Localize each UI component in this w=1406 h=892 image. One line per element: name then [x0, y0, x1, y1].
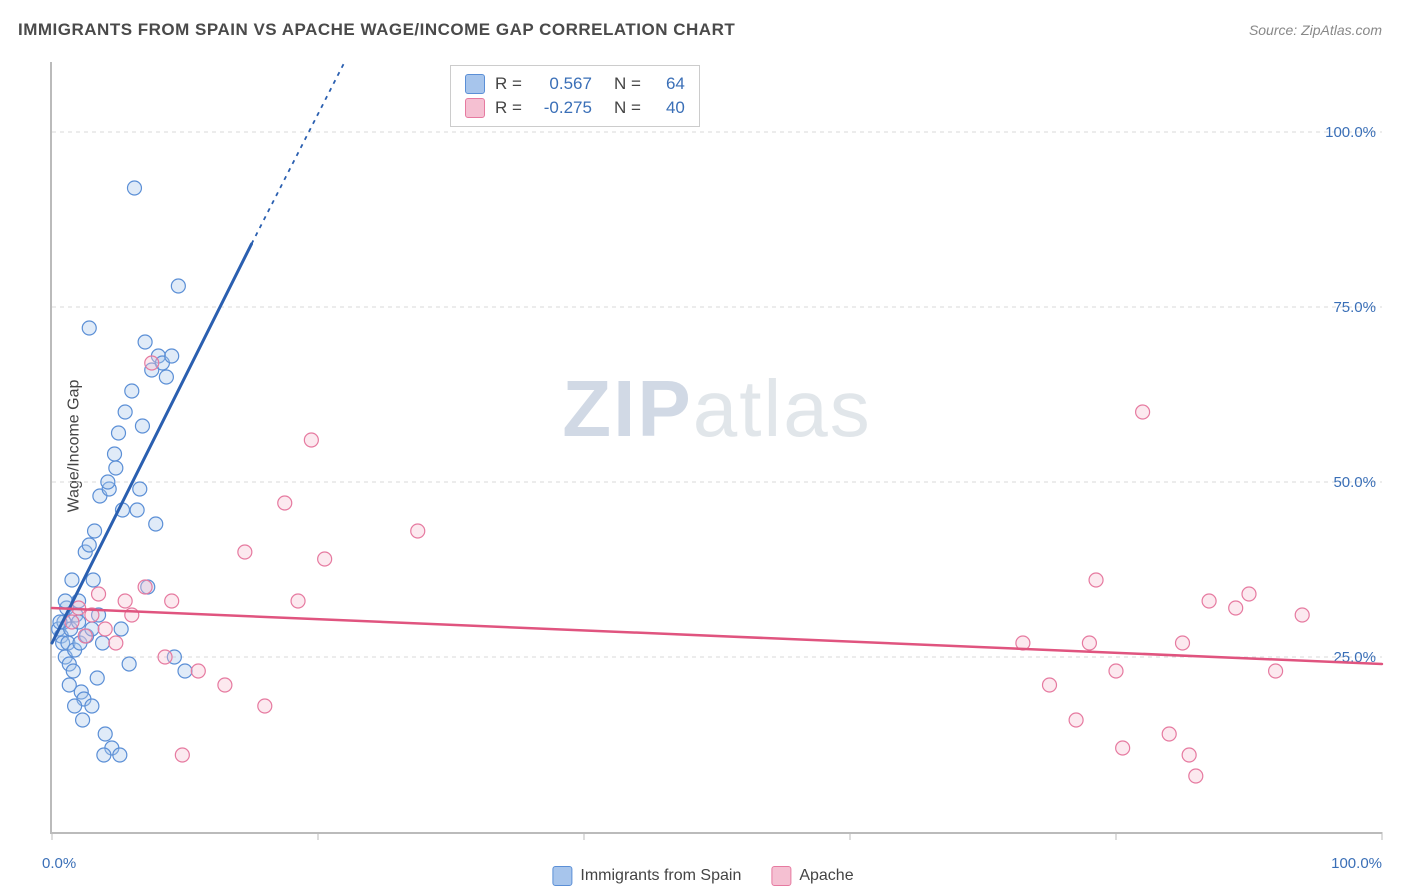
legend-label: Immigrants from Spain — [580, 867, 741, 884]
r-value: -0.275 — [532, 98, 592, 118]
n-label: N = — [614, 98, 641, 118]
correlation-legend: R = 0.567 N = 64 R = -0.275 N = 40 — [450, 65, 700, 127]
legend-swatch — [771, 866, 791, 886]
series-legend: Immigrants from Spain Apache — [552, 866, 853, 886]
n-label: N = — [614, 74, 641, 94]
legend-swatch — [465, 98, 485, 118]
x-axis-max-label: 100.0% — [1331, 855, 1382, 872]
legend-swatch — [552, 866, 572, 886]
correlation-legend-row: R = 0.567 N = 64 — [465, 72, 685, 96]
r-label: R = — [495, 98, 522, 118]
legend-item: Apache — [771, 866, 853, 886]
x-axis-min-label: 0.0% — [42, 855, 76, 872]
r-value: 0.567 — [532, 74, 592, 94]
r-label: R = — [495, 74, 522, 94]
svg-text:50.0%: 50.0% — [1333, 474, 1376, 491]
correlation-legend-row: R = -0.275 N = 40 — [465, 96, 685, 120]
plot-area: 25.0%50.0%75.0%100.0% ZIPatlas — [50, 62, 1382, 834]
legend-item: Immigrants from Spain — [552, 866, 741, 886]
scatter-svg: 25.0%50.0%75.0%100.0% — [52, 62, 1382, 832]
svg-text:100.0%: 100.0% — [1325, 124, 1376, 141]
n-value: 64 — [651, 74, 685, 94]
legend-swatch — [465, 74, 485, 94]
source-attribution: Source: ZipAtlas.com — [1249, 22, 1382, 38]
svg-text:75.0%: 75.0% — [1333, 299, 1376, 316]
legend-label: Apache — [799, 867, 853, 884]
n-value: 40 — [651, 98, 685, 118]
chart-title: IMMIGRANTS FROM SPAIN VS APACHE WAGE/INC… — [18, 20, 735, 40]
